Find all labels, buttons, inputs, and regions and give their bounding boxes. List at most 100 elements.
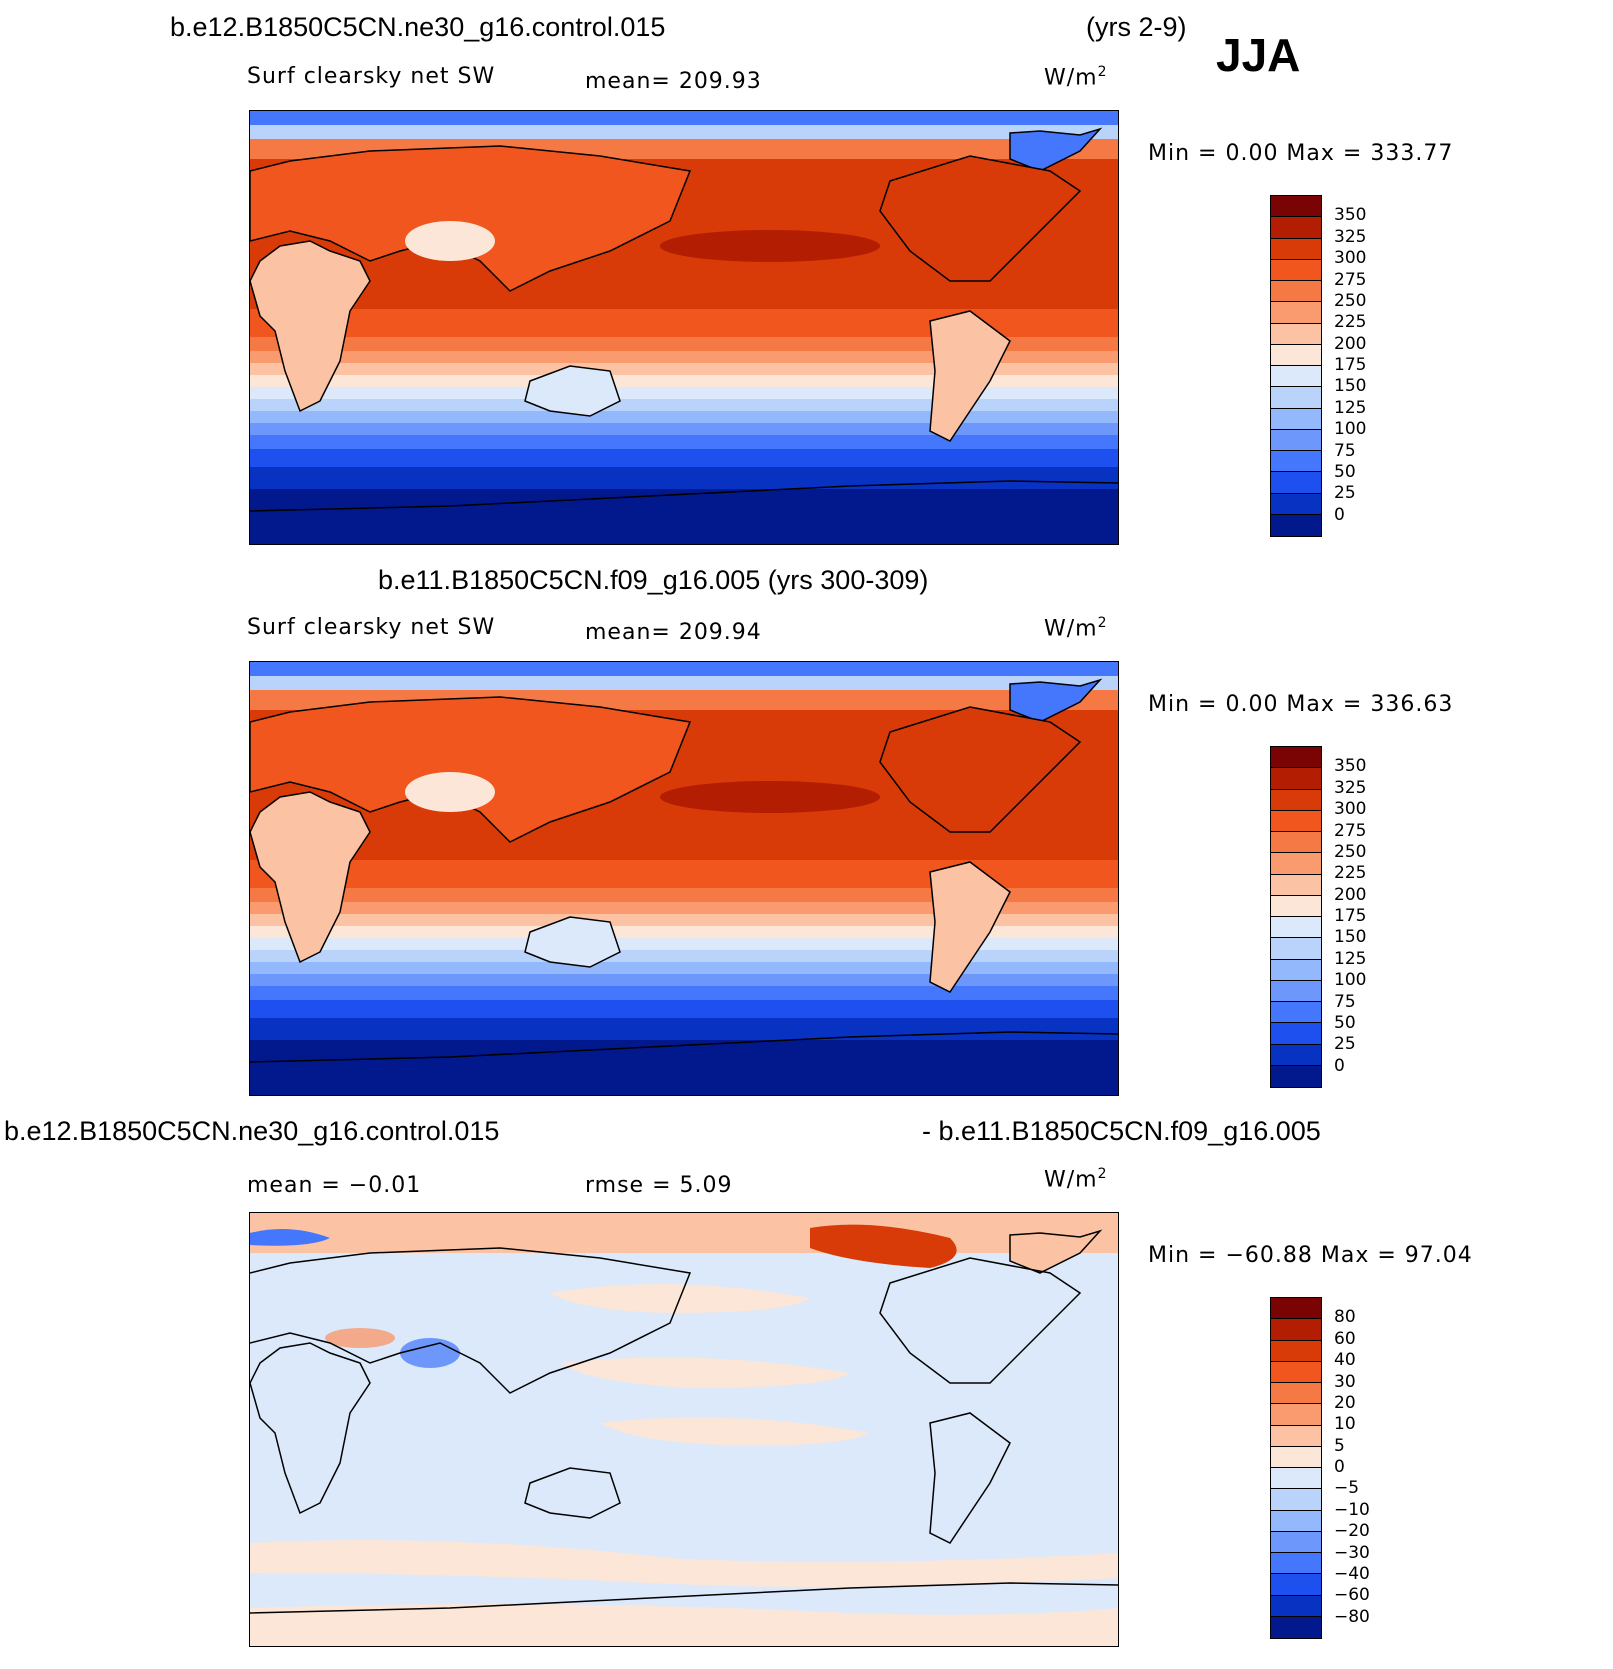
panel2-map <box>249 661 1119 1096</box>
panel2-units: W/m2 <box>1044 615 1108 642</box>
colorbar-swatch <box>1271 323 1321 345</box>
colorbar-tick-label: 20 <box>1334 1392 1356 1413</box>
colorbar-swatch <box>1271 196 1321 218</box>
colorbar-swatch <box>1271 1298 1321 1320</box>
colorbar-swatch <box>1271 472 1321 494</box>
colorbar-swatch <box>1271 281 1321 303</box>
colorbar-tick-label: 10 <box>1334 1414 1356 1435</box>
panel1-colorbar <box>1270 195 1322 537</box>
panel3-map <box>249 1212 1119 1647</box>
colorbar-tick-label: 200 <box>1334 333 1367 354</box>
colorbar-swatch <box>1271 451 1321 473</box>
colorbar-swatch <box>1271 514 1321 536</box>
colorbar-tick-label: −10 <box>1334 1499 1370 1520</box>
colorbar-tick-label: 350 <box>1334 756 1367 777</box>
colorbar-tick-label: 150 <box>1334 927 1367 948</box>
colorbar-swatch <box>1271 938 1321 960</box>
colorbar-swatch <box>1271 980 1321 1002</box>
colorbar-tick-label: 325 <box>1334 777 1367 798</box>
colorbar-tick-label: 5 <box>1334 1435 1345 1456</box>
colorbar-tick-label: 0 <box>1334 1055 1345 1076</box>
panel3-colorbar-ticks: 80 60 40 30 20 10 5 0 −5 −10 −20 −30 −40 −60 −80 <box>1334 1297 1404 1639</box>
colorbar-tick-label: 275 <box>1334 820 1367 841</box>
colorbar-tick-label: 100 <box>1334 970 1367 991</box>
colorbar-tick-label: 275 <box>1334 269 1367 290</box>
colorbar-swatch <box>1271 1340 1321 1362</box>
colorbar-tick-label: 125 <box>1334 948 1367 969</box>
colorbar-swatch <box>1271 1023 1321 1045</box>
colorbar-tick-label: 200 <box>1334 884 1367 905</box>
panel2-minmax: Min = 0.00 Max = 336.63 <box>1148 692 1454 717</box>
colorbar-swatch <box>1271 832 1321 854</box>
colorbar-swatch <box>1271 1361 1321 1383</box>
colorbar-swatch <box>1271 259 1321 281</box>
panel3-colorbar <box>1270 1297 1322 1639</box>
colorbar-tick-label: 25 <box>1334 1034 1356 1055</box>
colorbar-swatch <box>1271 810 1321 832</box>
colorbar-swatch <box>1271 1553 1321 1575</box>
panel1-map <box>249 110 1119 545</box>
colorbar-swatch <box>1271 1468 1321 1490</box>
colorbar-tick-label: 225 <box>1334 863 1367 884</box>
panel2-colorbar-ticks: 350 325 300 275 250 225 200 175 150 125 100 75 50 25 0 <box>1334 746 1404 1088</box>
colorbar-tick-label: 300 <box>1334 799 1367 820</box>
colorbar-swatch <box>1271 238 1321 260</box>
colorbar-tick-label: 25 <box>1334 483 1356 504</box>
colorbar-tick-label: 225 <box>1334 312 1367 333</box>
panel3-title-left: b.e12.B1850C5CN.ne30_g16.control.015 <box>4 1116 500 1146</box>
colorbar-tick-label: 250 <box>1334 841 1367 862</box>
panel3-rmse: rmse = 5.09 <box>585 1173 733 1198</box>
colorbar-tick-label: 80 <box>1334 1307 1356 1328</box>
panel2-variable: Surf clearsky net SW <box>247 615 496 640</box>
colorbar-swatch <box>1271 1065 1321 1087</box>
colorbar-swatch <box>1271 1489 1321 1511</box>
colorbar-swatch <box>1271 1616 1321 1638</box>
colorbar-swatch <box>1271 408 1321 430</box>
panel1-colorbar-ticks: 350 325 300 275 250 225 200 175 150 125 100 75 50 25 0 <box>1334 195 1404 537</box>
colorbar-tick-label: 100 <box>1334 419 1367 440</box>
colorbar-swatch <box>1271 366 1321 388</box>
colorbar-swatch <box>1271 493 1321 515</box>
colorbar-swatch <box>1271 1319 1321 1341</box>
panel2-colorbar <box>1270 746 1322 1088</box>
panel2-mean: mean= 209.94 <box>585 620 762 645</box>
colorbar-swatch <box>1271 1510 1321 1532</box>
colorbar-tick-label: −20 <box>1334 1521 1370 1542</box>
colorbar-tick-label: 0 <box>1334 504 1345 525</box>
colorbar-tick-label: 150 <box>1334 376 1367 397</box>
colorbar-tick-label: 250 <box>1334 290 1367 311</box>
colorbar-swatch <box>1271 302 1321 324</box>
colorbar-swatch <box>1271 1446 1321 1468</box>
colorbar-swatch <box>1271 917 1321 939</box>
colorbar-swatch <box>1271 1531 1321 1553</box>
panel3-units: W/m2 <box>1044 1166 1108 1193</box>
colorbar-tick-label: 75 <box>1334 440 1356 461</box>
panel3-minmax: Min = −60.88 Max = 97.04 <box>1148 1243 1473 1268</box>
colorbar-swatch <box>1271 217 1321 239</box>
panel1-mean: mean= 209.93 <box>585 69 762 94</box>
colorbar-swatch <box>1271 387 1321 409</box>
colorbar-tick-label: −60 <box>1334 1585 1370 1606</box>
colorbar-swatch <box>1271 895 1321 917</box>
colorbar-swatch <box>1271 1404 1321 1426</box>
colorbar-swatch <box>1271 789 1321 811</box>
season-label: JJA <box>1216 29 1301 81</box>
colorbar-swatch <box>1271 429 1321 451</box>
colorbar-swatch <box>1271 747 1321 769</box>
colorbar-tick-label: 175 <box>1334 355 1367 375</box>
colorbar-swatch <box>1271 1574 1321 1596</box>
panel1-title-right: (yrs 2-9) <box>1086 12 1187 42</box>
colorbar-tick-label: −30 <box>1334 1542 1370 1563</box>
colorbar-tick-label: 0 <box>1334 1457 1345 1477</box>
colorbar-tick-label: 60 <box>1334 1328 1356 1349</box>
colorbar-swatch <box>1271 1595 1321 1617</box>
colorbar-tick-label: 40 <box>1334 1350 1356 1371</box>
colorbar-tick-label: 30 <box>1334 1371 1356 1392</box>
colorbar-tick-label: 50 <box>1334 461 1356 482</box>
panel1-variable: Surf clearsky net SW <box>247 64 496 89</box>
panel3-title-right: - b.e11.B1850C5CN.f09_g16.005 <box>922 1116 1321 1146</box>
colorbar-swatch <box>1271 344 1321 366</box>
colorbar-tick-label: −5 <box>1334 1478 1360 1499</box>
colorbar-tick-label: −80 <box>1334 1606 1370 1627</box>
colorbar-tick-label: 175 <box>1334 906 1367 926</box>
